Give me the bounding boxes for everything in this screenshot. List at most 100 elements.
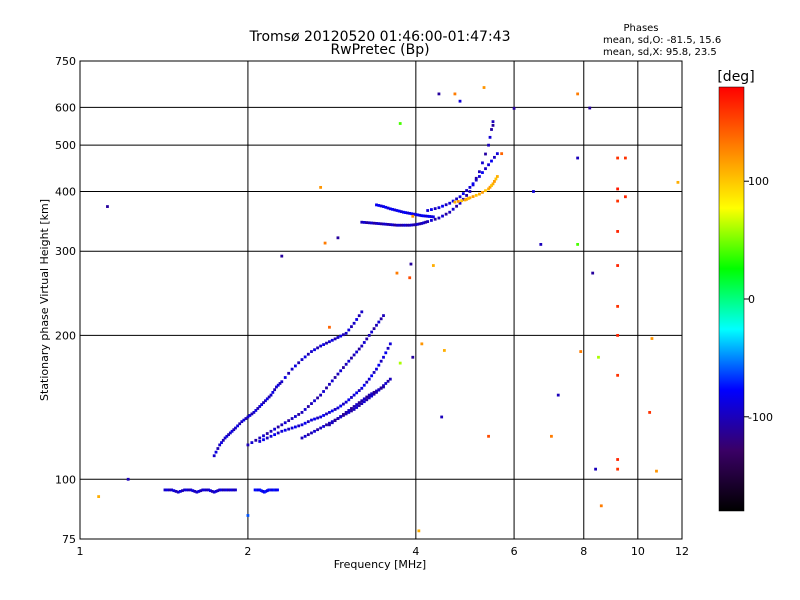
x-tick-label: 10 [631, 545, 645, 558]
data-point [316, 428, 319, 432]
data-point [375, 389, 378, 393]
data-point [280, 380, 284, 384]
data-point [398, 122, 402, 125]
data-point [367, 221, 371, 225]
y-tick-label: 600 [55, 101, 76, 114]
data-point [372, 221, 376, 225]
data-point [370, 330, 374, 334]
data-point [342, 413, 345, 416]
data-point [355, 406, 359, 409]
data-point [418, 222, 422, 226]
data-point [388, 207, 392, 211]
x-tick-label: 2 [244, 545, 251, 558]
data-point [579, 350, 583, 353]
x-tick-label: 4 [412, 545, 419, 558]
data-point [488, 185, 492, 189]
data-point [228, 488, 232, 492]
data-point [453, 200, 457, 204]
data-point [465, 197, 469, 201]
data-point [256, 488, 260, 492]
data-point [594, 467, 597, 471]
data-point [283, 421, 287, 425]
data-point [97, 495, 101, 498]
data-point [300, 423, 304, 427]
data-point [382, 314, 385, 318]
data-point [495, 152, 499, 156]
data-point [313, 429, 316, 433]
data-point [344, 362, 348, 366]
data-point [382, 385, 385, 389]
data-point [484, 189, 487, 193]
data-point [330, 379, 334, 383]
data-point [319, 393, 323, 397]
data-point [221, 438, 225, 442]
data-point [550, 434, 553, 438]
data-point [412, 212, 416, 216]
data-point [290, 417, 294, 420]
data-point [195, 490, 199, 494]
colorbar-label: [deg] [717, 69, 754, 85]
data-point [430, 208, 433, 211]
data-point [280, 423, 284, 427]
data-point [306, 420, 310, 424]
data-point [406, 211, 410, 215]
data-point [495, 175, 499, 178]
data-point [386, 379, 390, 383]
data-point [395, 223, 399, 227]
data-point [216, 447, 220, 450]
data-point [350, 407, 353, 410]
data-point [426, 220, 430, 224]
data-point [463, 198, 467, 202]
data-point [201, 488, 205, 492]
data-point [648, 411, 652, 414]
data-point [437, 92, 441, 96]
y-tick-label: 750 [55, 55, 76, 68]
data-point [273, 433, 277, 437]
phase-box-title: Phases [623, 23, 658, 34]
data-point [365, 395, 369, 399]
data-point [367, 396, 371, 400]
data-point [487, 143, 490, 147]
data-point [355, 350, 359, 354]
data-point [328, 423, 331, 427]
data-point [328, 421, 331, 425]
y-tick-label: 500 [55, 139, 76, 152]
data-point [306, 352, 310, 356]
data-point [189, 488, 193, 492]
chart-title: Tromsø 20120520 01:46:00-01:47:43 [249, 29, 511, 45]
data-point [433, 217, 437, 221]
data-point [176, 490, 180, 494]
data-point [258, 436, 262, 440]
data-point [350, 396, 353, 399]
data-point [230, 429, 234, 433]
data-point [347, 359, 351, 363]
data-point [300, 436, 304, 440]
plot-area [80, 61, 682, 539]
data-point [207, 488, 210, 492]
data-point [306, 405, 310, 408]
data-point [512, 106, 516, 110]
data-point [360, 386, 364, 390]
data-point [165, 488, 169, 492]
data-point [352, 393, 356, 397]
data-point [221, 488, 225, 492]
data-point [487, 163, 490, 167]
data-point [336, 372, 340, 376]
data-point [451, 207, 455, 211]
data-point [262, 401, 265, 405]
data-point [218, 443, 222, 447]
colorbar [718, 86, 745, 512]
data-point [333, 408, 337, 411]
data-point [347, 411, 351, 414]
data-point [223, 436, 227, 440]
data-point [303, 434, 307, 438]
data-point [306, 433, 310, 437]
data-point [451, 199, 455, 203]
data-point [276, 425, 280, 429]
data-point [471, 182, 475, 186]
data-point [357, 389, 361, 392]
data-point [453, 92, 457, 96]
data-point [395, 271, 399, 275]
data-point [232, 428, 236, 432]
data-point [273, 427, 277, 431]
